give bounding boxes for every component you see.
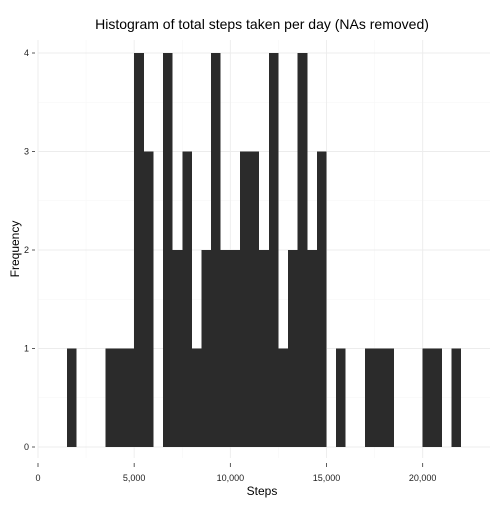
histogram-bar [268, 53, 279, 447]
histogram-bar [316, 151, 327, 447]
tick-layer: 0 5,000 10,000 15,000 20,000 0 1 2 3 4 [24, 48, 436, 483]
histogram-bar [239, 151, 250, 447]
histogram-bar [201, 250, 212, 447]
histogram-bar [374, 348, 385, 447]
histogram-bar [134, 53, 144, 447]
histogram-bar [230, 250, 240, 447]
histogram-bar [124, 348, 135, 447]
histogram-bar [163, 53, 173, 447]
x-tick-label: 5,000 [123, 473, 146, 483]
histogram-bar [143, 151, 154, 447]
y-tick-label: 1 [24, 344, 29, 354]
histogram-bar [220, 250, 231, 447]
histogram-bar [364, 348, 375, 447]
histogram-bar [182, 151, 192, 447]
histogram-bar [172, 250, 183, 447]
histogram-bar [249, 151, 260, 447]
x-axis-title: Steps [247, 484, 278, 498]
x-tick-label: 20,000 [409, 473, 437, 483]
x-tick-label: 10,000 [217, 473, 245, 483]
histogram-bar [191, 348, 202, 447]
histogram-bar [278, 348, 289, 447]
histogram-bar [432, 348, 442, 447]
histogram-bar [451, 348, 462, 447]
y-tick-label: 0 [24, 442, 29, 452]
histogram-bar [66, 348, 77, 447]
histogram-bar [336, 348, 346, 447]
y-tick-label: 2 [24, 245, 29, 255]
histogram-bar [259, 250, 269, 447]
histogram-bar [384, 348, 394, 447]
y-tick-label: 4 [24, 48, 29, 58]
histogram-bar [105, 348, 115, 447]
y-tick-label: 3 [24, 147, 29, 157]
histogram-bar [114, 348, 125, 447]
histogram-bar [297, 53, 308, 447]
histogram-bar [307, 250, 317, 447]
histogram-bar [288, 250, 298, 447]
histogram-bar [422, 348, 433, 447]
histogram-bar [211, 53, 221, 447]
x-tick-label: 15,000 [313, 473, 341, 483]
chart-title: Histogram of total steps taken per day (… [95, 16, 429, 32]
y-axis-title: Frequency [8, 221, 22, 278]
x-tick-label: 0 [35, 473, 40, 483]
bar-layer [66, 53, 462, 447]
